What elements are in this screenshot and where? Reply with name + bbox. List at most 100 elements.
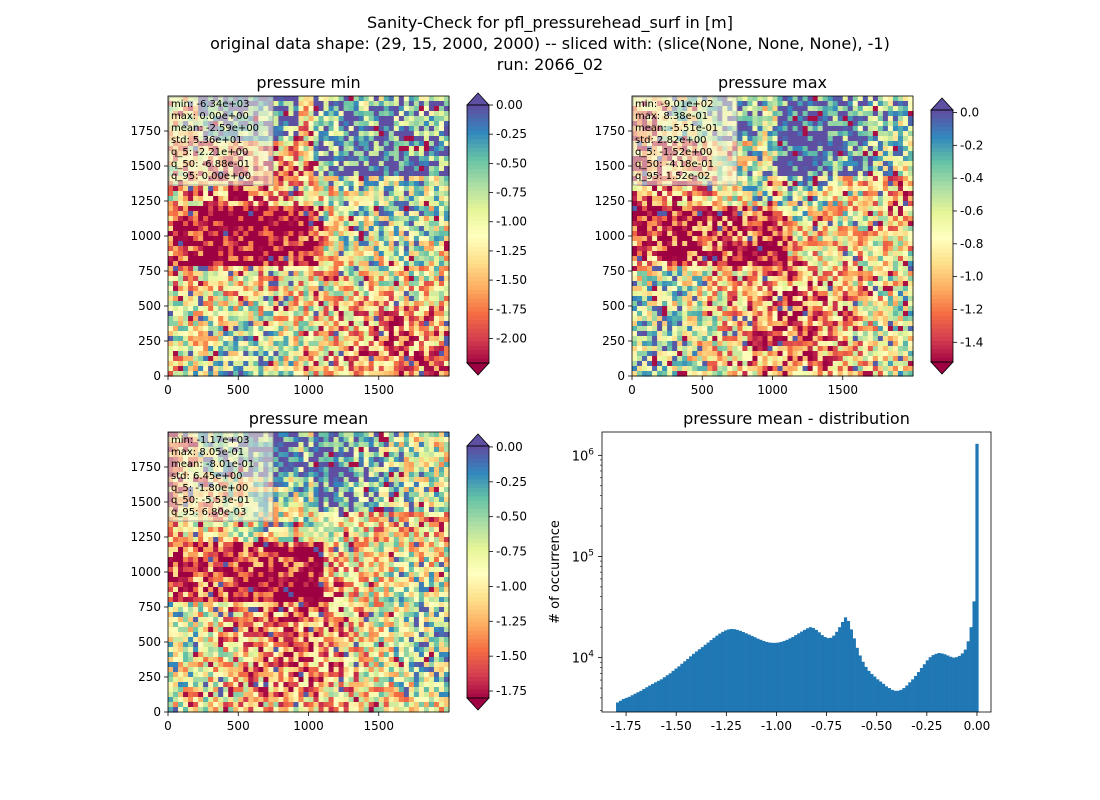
- heatmap-cell: [807, 136, 814, 142]
- heatmap-cell: [248, 251, 254, 257]
- heatmap-cell: [388, 221, 395, 227]
- heatmap-cell: [283, 371, 290, 377]
- heatmap-cell: [373, 201, 380, 207]
- heatmap-cell: [303, 346, 310, 352]
- heatmap-cell: [198, 226, 204, 232]
- heatmap-cell: [328, 306, 335, 312]
- heatmap-cell: [737, 186, 743, 192]
- heatmap-cell: [288, 341, 295, 347]
- heatmap-cell: [368, 156, 375, 162]
- heatmap-cell: [198, 286, 204, 292]
- heatmap-cell: [223, 341, 229, 347]
- heatmap-cell: [293, 341, 300, 347]
- heatmap-cell: [403, 321, 410, 327]
- heatmap-cell: [333, 151, 340, 157]
- heatmap-cell: [378, 226, 385, 232]
- heatmap-cell: [762, 121, 769, 127]
- heatmap-cell: [278, 181, 285, 187]
- heatmap-cell: [378, 156, 385, 162]
- heatmap-cell: [278, 266, 285, 272]
- heatmap-cell: [637, 211, 643, 217]
- heatmap-cell: [433, 131, 440, 137]
- heatmap-cell: [383, 221, 390, 227]
- heatmap-cell: [343, 296, 350, 302]
- heatmap-cell: [428, 106, 435, 112]
- heatmap-cell: [233, 301, 239, 307]
- heatmap-cell: [188, 371, 194, 377]
- heatmap-cell: [383, 241, 390, 247]
- heatmap-cell: [193, 361, 199, 367]
- heatmap-cell: [303, 356, 310, 362]
- heatmap-cell: [767, 231, 774, 237]
- heatmap-cell: [313, 256, 320, 262]
- heatmap-cell: [328, 161, 335, 167]
- heatmap-cell: [193, 221, 199, 227]
- heatmap-cell: [742, 206, 749, 212]
- heatmap-cell: [837, 161, 844, 167]
- heatmap-cell: [797, 126, 804, 132]
- heatmap-cell: [832, 126, 839, 132]
- heatmap-cell: [403, 221, 410, 227]
- heatmap-cell: [318, 216, 325, 222]
- heatmap-cell: [413, 371, 420, 377]
- heatmap-cell: [757, 116, 764, 122]
- heatmap-cell: [353, 341, 360, 347]
- heatmap-cell: [318, 346, 325, 352]
- heatmap-cell: [802, 211, 809, 217]
- heatmap-cell: [368, 361, 375, 367]
- heatmap-cell: [817, 231, 824, 237]
- heatmap-cell: [288, 196, 295, 202]
- heatmap-cell: [283, 251, 290, 257]
- heatmap-cell: [383, 106, 390, 112]
- heatmap-cell: [647, 196, 653, 202]
- heatmap-cell: [348, 111, 355, 117]
- heatmap-cell: [902, 166, 909, 172]
- heatmap-cell: [363, 106, 370, 112]
- heatmap-cell: [383, 331, 390, 337]
- heatmap-cell: [817, 126, 824, 132]
- heatmap-cell: [188, 351, 194, 357]
- heatmap-cell: [877, 241, 884, 247]
- y-tick-label: 250: [138, 334, 161, 348]
- heatmap-cell: [288, 286, 295, 292]
- heatmap-cell: [318, 356, 325, 362]
- heatmap-cell: [358, 246, 365, 252]
- colorbar-segment: [467, 277, 489, 282]
- heatmap-cell: [408, 231, 415, 237]
- heatmap-cell: [263, 361, 269, 367]
- heatmap-cell: [198, 321, 204, 327]
- heatmap-cell: [233, 366, 239, 372]
- heatmap-cell: [213, 306, 219, 312]
- heatmap-cell: [338, 346, 345, 352]
- heatmap-cell: [273, 126, 279, 132]
- heatmap-cell: [213, 286, 219, 292]
- heatmap-cell: [278, 196, 285, 202]
- heatmap-cell: [413, 261, 420, 267]
- heatmap-cell: [283, 176, 290, 182]
- heatmap-cell: [857, 151, 864, 157]
- heatmap-cell: [358, 106, 365, 112]
- colorbar-tick-label: -1.50: [496, 273, 527, 287]
- heatmap-cell: [792, 136, 799, 142]
- heatmap-cell: [872, 206, 879, 212]
- heatmap-cell: [223, 326, 229, 332]
- heatmap-cell: [677, 221, 683, 227]
- heatmap-cell: [408, 226, 415, 232]
- heatmap-cell: [288, 256, 295, 262]
- heatmap-cell: [343, 221, 350, 227]
- heatmap-cell: [642, 196, 648, 202]
- heatmap-cell: [782, 131, 789, 137]
- heatmap-cell: [812, 151, 819, 157]
- heatmap-cell: [308, 366, 315, 372]
- heatmap-cell: [228, 271, 234, 277]
- heatmap-cell: [318, 156, 325, 162]
- heatmap-cell: [373, 111, 380, 117]
- heatmap-cell: [837, 226, 844, 232]
- heatmap-cell: [268, 371, 274, 377]
- heatmap-cell: [667, 241, 673, 247]
- heatmap-cell: [393, 196, 400, 202]
- heatmap-cell: [178, 356, 184, 362]
- heatmap-cell: [423, 236, 430, 242]
- heatmap-cell: [408, 131, 415, 137]
- heatmap-cell: [208, 316, 214, 322]
